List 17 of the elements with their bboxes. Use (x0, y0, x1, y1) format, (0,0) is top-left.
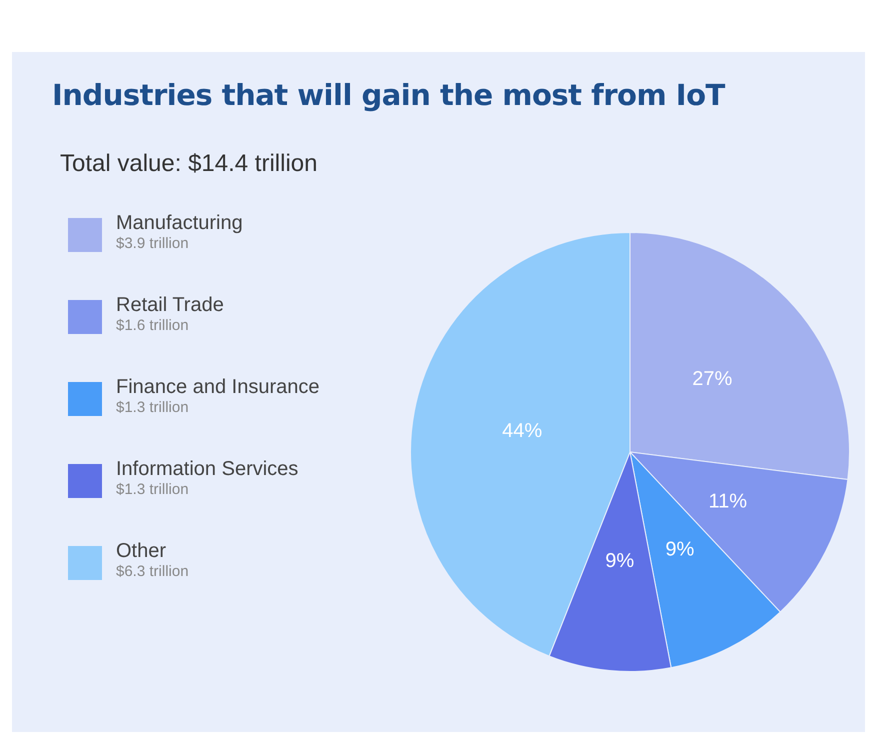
text: $6.3 trillion (116, 563, 189, 580)
legend-label: Finance and Insurance (116, 376, 320, 399)
legend-label: Manufacturing (116, 212, 243, 235)
chart-title: Industries that will gain the most from IoT (52, 78, 725, 112)
text: $1.6 trillion (116, 317, 190, 334)
text: $3.9 trillion (116, 235, 190, 252)
data-label: 9% (665, 538, 694, 560)
legend-label: Other (116, 540, 168, 563)
legend-label: Retail Trade (116, 294, 224, 317)
data-label: 9% (605, 550, 634, 572)
chart-subtitle: Total value: $14.4 trillion (60, 150, 318, 178)
text: $1.3 trillion (116, 399, 190, 416)
legend-label: Information Services (116, 458, 298, 481)
data-label: 11% (708, 490, 748, 512)
data-label: 44% (502, 420, 542, 442)
data-label: 27% (692, 368, 733, 390)
text: $1.3 trillion (116, 481, 190, 498)
